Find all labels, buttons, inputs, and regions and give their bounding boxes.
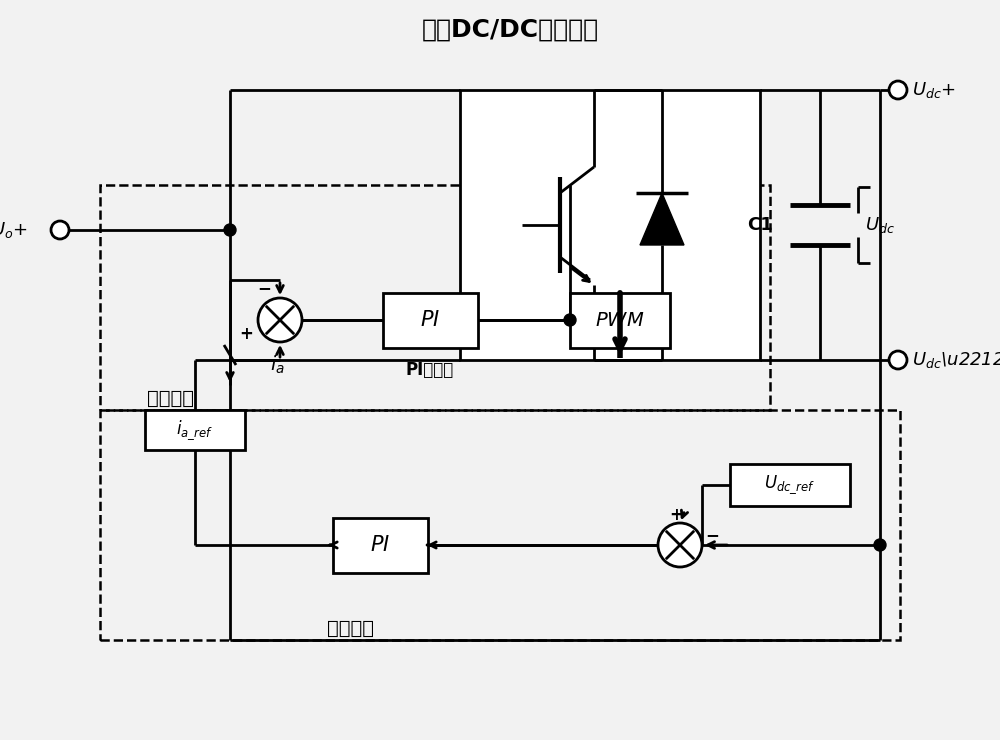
Bar	[460, 90, 760, 360]
Text: $U_{dc}$\u2212: $U_{dc}$\u2212	[912, 350, 1000, 370]
Circle shape	[874, 539, 886, 551]
Text: $i_a$: $i_a$	[270, 354, 284, 376]
Text: $U_{dc}$: $U_{dc}$	[865, 215, 895, 235]
Circle shape	[889, 81, 907, 99]
Text: 电流内环: 电流内环	[146, 388, 194, 408]
Text: −: −	[257, 279, 271, 297]
Text: 电压外环: 电压外环	[326, 619, 374, 637]
Circle shape	[564, 314, 576, 326]
Text: +: +	[239, 325, 253, 343]
Text: $i_{a\_ref}$: $i_{a\_ref}$	[176, 418, 214, 442]
Bar	[730, 464, 850, 506]
Text: $PI$: $PI$	[370, 535, 390, 555]
Bar	[100, 410, 900, 640]
Text: +: +	[669, 506, 683, 524]
Bar	[570, 292, 670, 348]
Bar	[332, 517, 428, 573]
Text: C1: C1	[747, 216, 773, 234]
Text: $U_{dc}$+: $U_{dc}$+	[912, 80, 956, 100]
Bar	[145, 410, 245, 450]
Text: −: −	[705, 526, 719, 544]
Text: $U_o$+: $U_o$+	[0, 220, 28, 240]
Text: $PWM$: $PWM$	[595, 311, 645, 329]
Circle shape	[258, 298, 302, 342]
Text: 双向DC/DC斩波模块: 双向DC/DC斩波模块	[421, 18, 599, 42]
Polygon shape	[640, 193, 684, 245]
Text: PI控制器: PI控制器	[406, 361, 454, 379]
Circle shape	[889, 351, 907, 369]
Bar	[100, 185, 770, 410]
Circle shape	[224, 224, 236, 236]
Circle shape	[658, 523, 702, 567]
Text: $U_{dc\_ref}$: $U_{dc\_ref}$	[764, 474, 816, 497]
Circle shape	[51, 221, 69, 239]
Bar	[382, 292, 478, 348]
Text: $PI$: $PI$	[420, 310, 440, 330]
